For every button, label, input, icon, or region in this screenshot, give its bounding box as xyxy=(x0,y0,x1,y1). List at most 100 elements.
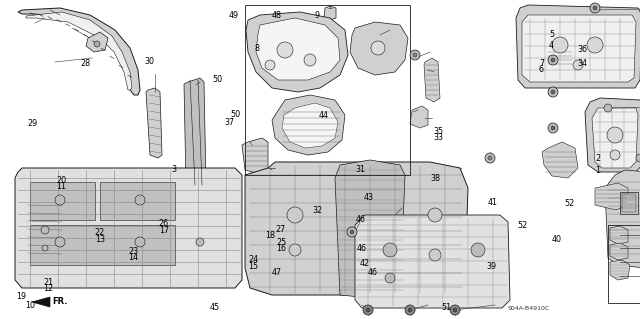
Circle shape xyxy=(548,87,558,97)
Text: 4: 4 xyxy=(549,41,554,50)
Text: 33: 33 xyxy=(434,133,444,142)
Text: 20: 20 xyxy=(56,176,67,185)
Text: 26: 26 xyxy=(159,219,169,228)
Text: 28: 28 xyxy=(80,59,90,68)
Polygon shape xyxy=(246,12,348,92)
Circle shape xyxy=(548,123,558,133)
Circle shape xyxy=(371,41,385,55)
Circle shape xyxy=(265,60,275,70)
Circle shape xyxy=(450,305,460,315)
Circle shape xyxy=(590,3,600,13)
Circle shape xyxy=(453,308,457,312)
Polygon shape xyxy=(610,260,630,280)
Bar xyxy=(620,192,638,214)
Text: 43: 43 xyxy=(364,193,374,202)
Polygon shape xyxy=(610,226,628,244)
Circle shape xyxy=(287,207,303,223)
Circle shape xyxy=(363,305,373,315)
Text: 8: 8 xyxy=(255,44,260,53)
Text: 5: 5 xyxy=(549,30,554,39)
Polygon shape xyxy=(26,12,132,90)
Circle shape xyxy=(408,308,412,312)
Circle shape xyxy=(410,50,420,60)
Polygon shape xyxy=(282,103,338,148)
Text: 23: 23 xyxy=(128,247,138,256)
Polygon shape xyxy=(146,88,162,158)
Polygon shape xyxy=(605,170,640,268)
Text: FR.: FR. xyxy=(52,298,67,307)
Circle shape xyxy=(94,41,100,47)
Circle shape xyxy=(587,37,603,53)
Circle shape xyxy=(42,245,48,251)
Text: 35: 35 xyxy=(434,127,444,136)
Circle shape xyxy=(413,53,417,57)
Polygon shape xyxy=(324,6,336,20)
Text: 13: 13 xyxy=(95,235,105,244)
Text: 41: 41 xyxy=(488,198,498,207)
Circle shape xyxy=(405,305,415,315)
Text: 12: 12 xyxy=(44,284,54,293)
Polygon shape xyxy=(595,183,628,210)
Circle shape xyxy=(636,154,640,162)
Polygon shape xyxy=(424,58,440,102)
Text: S04A-B4910C: S04A-B4910C xyxy=(508,307,550,311)
Circle shape xyxy=(604,104,612,112)
Text: 52: 52 xyxy=(517,221,527,230)
Text: 2: 2 xyxy=(595,154,600,163)
Polygon shape xyxy=(592,108,638,168)
Text: 48: 48 xyxy=(272,11,282,20)
Text: 51: 51 xyxy=(442,303,452,312)
Text: 31: 31 xyxy=(355,165,365,174)
Polygon shape xyxy=(18,8,140,95)
Circle shape xyxy=(289,244,301,256)
Text: 46: 46 xyxy=(355,215,365,224)
Text: 15: 15 xyxy=(248,262,259,271)
Text: 44: 44 xyxy=(319,111,329,120)
Circle shape xyxy=(55,195,65,205)
Circle shape xyxy=(304,54,316,66)
Polygon shape xyxy=(350,22,408,75)
Polygon shape xyxy=(355,215,510,308)
Text: 38: 38 xyxy=(430,174,440,182)
Bar xyxy=(608,225,640,303)
Text: 37: 37 xyxy=(224,118,234,127)
Polygon shape xyxy=(522,15,636,82)
Text: 10: 10 xyxy=(26,301,36,310)
Polygon shape xyxy=(585,98,640,172)
Text: 1: 1 xyxy=(595,166,600,175)
Polygon shape xyxy=(184,78,206,188)
Circle shape xyxy=(471,243,485,257)
Text: 22: 22 xyxy=(95,228,105,237)
Circle shape xyxy=(277,42,293,58)
Circle shape xyxy=(135,195,145,205)
Polygon shape xyxy=(245,162,468,295)
Text: 47: 47 xyxy=(272,268,282,277)
Text: 52: 52 xyxy=(564,199,575,208)
Bar xyxy=(245,5,410,175)
Circle shape xyxy=(196,238,204,246)
Text: 21: 21 xyxy=(44,278,54,287)
Text: 27: 27 xyxy=(275,225,285,234)
Text: 34: 34 xyxy=(577,59,588,68)
Text: 6: 6 xyxy=(539,65,544,74)
Polygon shape xyxy=(622,194,636,212)
Circle shape xyxy=(551,58,555,62)
Text: 17: 17 xyxy=(159,226,169,235)
Text: 9: 9 xyxy=(315,11,320,20)
Circle shape xyxy=(135,237,145,247)
Polygon shape xyxy=(86,32,108,52)
Polygon shape xyxy=(256,18,340,80)
Text: 32: 32 xyxy=(312,206,323,215)
Circle shape xyxy=(429,249,441,261)
Polygon shape xyxy=(545,46,575,68)
Polygon shape xyxy=(410,106,428,128)
Polygon shape xyxy=(610,243,628,260)
Circle shape xyxy=(593,6,597,10)
Circle shape xyxy=(551,126,555,130)
Text: 30: 30 xyxy=(144,57,154,66)
Circle shape xyxy=(552,37,568,53)
Text: 25: 25 xyxy=(276,238,287,247)
Circle shape xyxy=(551,90,555,94)
Text: 7: 7 xyxy=(539,59,544,68)
Polygon shape xyxy=(516,5,640,88)
